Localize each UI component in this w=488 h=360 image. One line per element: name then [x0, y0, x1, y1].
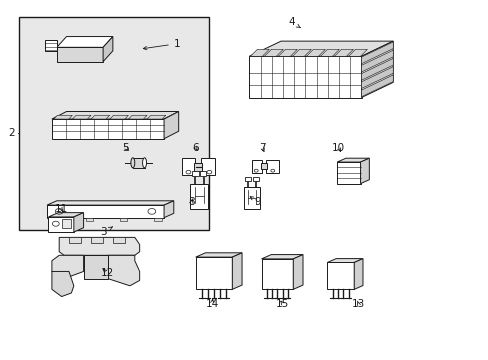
Polygon shape — [195, 253, 242, 257]
Polygon shape — [74, 213, 83, 232]
Polygon shape — [47, 205, 163, 218]
Bar — [62, 219, 71, 228]
Bar — [113, 237, 125, 243]
Polygon shape — [353, 258, 362, 289]
Polygon shape — [47, 201, 173, 205]
Polygon shape — [266, 159, 278, 173]
Text: 6: 6 — [192, 143, 199, 153]
Text: 13: 13 — [351, 299, 364, 309]
Bar — [120, 218, 127, 221]
Bar — [245, 177, 251, 181]
Text: 10: 10 — [331, 143, 345, 153]
Bar — [199, 171, 206, 176]
Bar — [193, 163, 201, 171]
Polygon shape — [251, 159, 261, 173]
Polygon shape — [327, 258, 362, 262]
Text: 2: 2 — [9, 129, 15, 138]
Polygon shape — [52, 255, 83, 279]
Polygon shape — [361, 42, 392, 64]
Text: 11: 11 — [54, 204, 67, 214]
Polygon shape — [278, 49, 297, 56]
Polygon shape — [361, 75, 392, 97]
Polygon shape — [348, 49, 366, 56]
Polygon shape — [261, 259, 293, 289]
Text: 5: 5 — [122, 143, 129, 153]
Polygon shape — [54, 115, 72, 119]
Polygon shape — [110, 115, 128, 119]
Polygon shape — [250, 49, 269, 56]
Text: 1: 1 — [143, 39, 180, 50]
Polygon shape — [52, 271, 74, 297]
Bar — [244, 187, 260, 209]
Polygon shape — [52, 112, 178, 119]
Polygon shape — [232, 253, 242, 289]
Polygon shape — [163, 112, 178, 139]
Polygon shape — [361, 41, 392, 98]
Bar — [189, 184, 208, 209]
Bar — [260, 163, 267, 169]
Text: 12: 12 — [101, 268, 114, 278]
Bar — [69, 237, 81, 243]
Polygon shape — [83, 255, 108, 279]
Polygon shape — [249, 56, 361, 98]
Polygon shape — [361, 58, 392, 80]
Ellipse shape — [131, 158, 135, 168]
Polygon shape — [44, 40, 57, 51]
Polygon shape — [306, 49, 325, 56]
Polygon shape — [327, 262, 353, 289]
Polygon shape — [360, 158, 368, 184]
Text: 8: 8 — [188, 197, 195, 207]
Bar — [91, 237, 103, 243]
Polygon shape — [195, 257, 232, 289]
Polygon shape — [334, 49, 353, 56]
Polygon shape — [128, 115, 147, 119]
Polygon shape — [264, 49, 283, 56]
Polygon shape — [261, 255, 303, 259]
Polygon shape — [336, 162, 360, 184]
Polygon shape — [91, 115, 109, 119]
Text: 15: 15 — [276, 299, 289, 309]
Text: 14: 14 — [205, 299, 218, 309]
Polygon shape — [293, 255, 303, 289]
Polygon shape — [72, 115, 91, 119]
Polygon shape — [361, 50, 392, 72]
Text: 4: 4 — [288, 17, 300, 28]
Ellipse shape — [142, 158, 146, 168]
Polygon shape — [361, 67, 392, 89]
Text: 3: 3 — [101, 227, 112, 237]
Polygon shape — [292, 49, 311, 56]
Polygon shape — [48, 217, 74, 232]
Bar — [19, 17, 209, 230]
Bar — [154, 218, 161, 221]
Polygon shape — [57, 47, 103, 62]
Polygon shape — [249, 41, 392, 56]
Polygon shape — [48, 213, 83, 217]
Bar — [86, 218, 93, 221]
Bar — [191, 171, 198, 176]
Polygon shape — [336, 158, 368, 162]
Polygon shape — [52, 119, 163, 139]
Polygon shape — [108, 255, 140, 286]
Bar — [253, 177, 259, 181]
Polygon shape — [103, 37, 113, 62]
Bar — [133, 158, 144, 168]
Text: 9: 9 — [250, 197, 260, 207]
Polygon shape — [57, 37, 113, 47]
Polygon shape — [182, 158, 194, 175]
Polygon shape — [147, 115, 165, 119]
Text: 7: 7 — [259, 143, 265, 153]
Polygon shape — [320, 49, 339, 56]
Polygon shape — [59, 237, 140, 255]
Polygon shape — [200, 158, 215, 175]
Polygon shape — [163, 201, 173, 218]
